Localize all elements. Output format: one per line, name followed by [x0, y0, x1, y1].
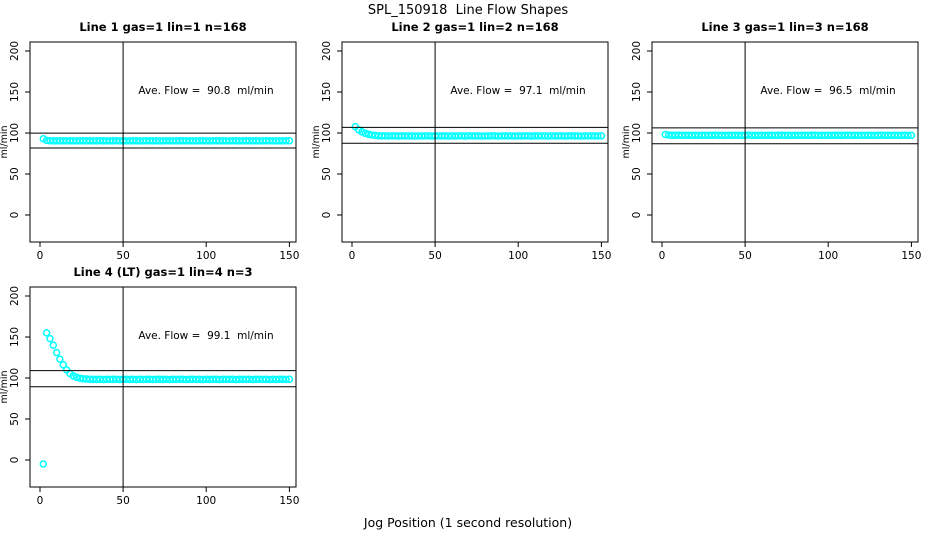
svg-text:150: 150 — [9, 82, 21, 102]
svg-text:0: 0 — [9, 212, 21, 219]
svg-text:100: 100 — [321, 123, 333, 143]
svg-text:150: 150 — [321, 82, 333, 102]
panel-2-title: Line 2 gas=1 lin=2 n=168 — [391, 20, 559, 34]
x-axis-label: Jog Position (1 second resolution) — [363, 515, 573, 530]
svg-text:50: 50 — [738, 250, 751, 262]
svg-text:50: 50 — [631, 167, 643, 180]
svg-text:50: 50 — [116, 495, 129, 507]
panel-1-plot: 0 50 100 150 0 50 100 150 200 ml/min — [0, 41, 299, 262]
svg-text:150: 150 — [279, 495, 299, 507]
panel-3-plot: 0 50 100 150 0 50 100 150 200 ml/min — [622, 41, 921, 262]
svg-text:50: 50 — [9, 412, 21, 425]
panel-3-title: Line 3 gas=1 lin=3 n=168 — [701, 20, 869, 34]
svg-text:0: 0 — [349, 250, 356, 262]
svg-text:0: 0 — [659, 250, 666, 262]
svg-text:100: 100 — [508, 250, 528, 262]
svg-text:ml/min: ml/min — [0, 370, 10, 403]
svg-text:0: 0 — [631, 212, 643, 219]
svg-text:0: 0 — [9, 457, 21, 464]
panel-1-title: Line 1 gas=1 lin=1 n=168 — [79, 20, 247, 34]
svg-text:100: 100 — [9, 123, 21, 143]
svg-text:150: 150 — [279, 250, 299, 262]
svg-text:100: 100 — [631, 123, 643, 143]
svg-text:100: 100 — [196, 250, 216, 262]
panel-2-plot: 0 50 100 150 0 50 100 150 200 ml/min — [312, 41, 611, 262]
svg-text:150: 150 — [9, 327, 21, 347]
svg-text:100: 100 — [196, 495, 216, 507]
svg-text:50: 50 — [9, 167, 21, 180]
svg-text:150: 150 — [631, 82, 643, 102]
svg-text:ml/min: ml/min — [622, 125, 632, 158]
svg-text:200: 200 — [321, 41, 333, 61]
svg-text:100: 100 — [818, 250, 838, 262]
svg-text:ml/min: ml/min — [312, 125, 322, 158]
svg-text:50: 50 — [116, 250, 129, 262]
svg-text:0: 0 — [37, 250, 44, 262]
svg-text:100: 100 — [9, 368, 21, 388]
panel-3-avg-flow-label: Ave. Flow = 96.5 ml/min — [760, 85, 896, 97]
panel-4-avg-flow-label: Ave. Flow = 99.1 ml/min — [138, 330, 274, 342]
panel-1-avg-flow-label: Ave. Flow = 90.8 ml/min — [138, 85, 274, 97]
svg-text:50: 50 — [428, 250, 441, 262]
panel-4-plot: 0 50 100 150 0 50 100 150 200 ml/min — [0, 286, 299, 507]
svg-text:50: 50 — [321, 167, 333, 180]
svg-text:0: 0 — [37, 495, 44, 507]
panel-2-avg-flow-label: Ave. Flow = 97.1 ml/min — [450, 85, 586, 97]
svg-text:200: 200 — [631, 41, 643, 61]
svg-text:150: 150 — [901, 250, 921, 262]
svg-text:200: 200 — [9, 41, 21, 61]
svg-text:0: 0 — [321, 212, 333, 219]
svg-text:200: 200 — [9, 286, 21, 306]
panel-4-title: Line 4 (LT) gas=1 lin=4 n=3 — [73, 265, 253, 279]
figure-title: SPL_150918 Line Flow Shapes — [367, 3, 569, 18]
svg-text:150: 150 — [591, 250, 611, 262]
svg-text:ml/min: ml/min — [0, 125, 10, 158]
